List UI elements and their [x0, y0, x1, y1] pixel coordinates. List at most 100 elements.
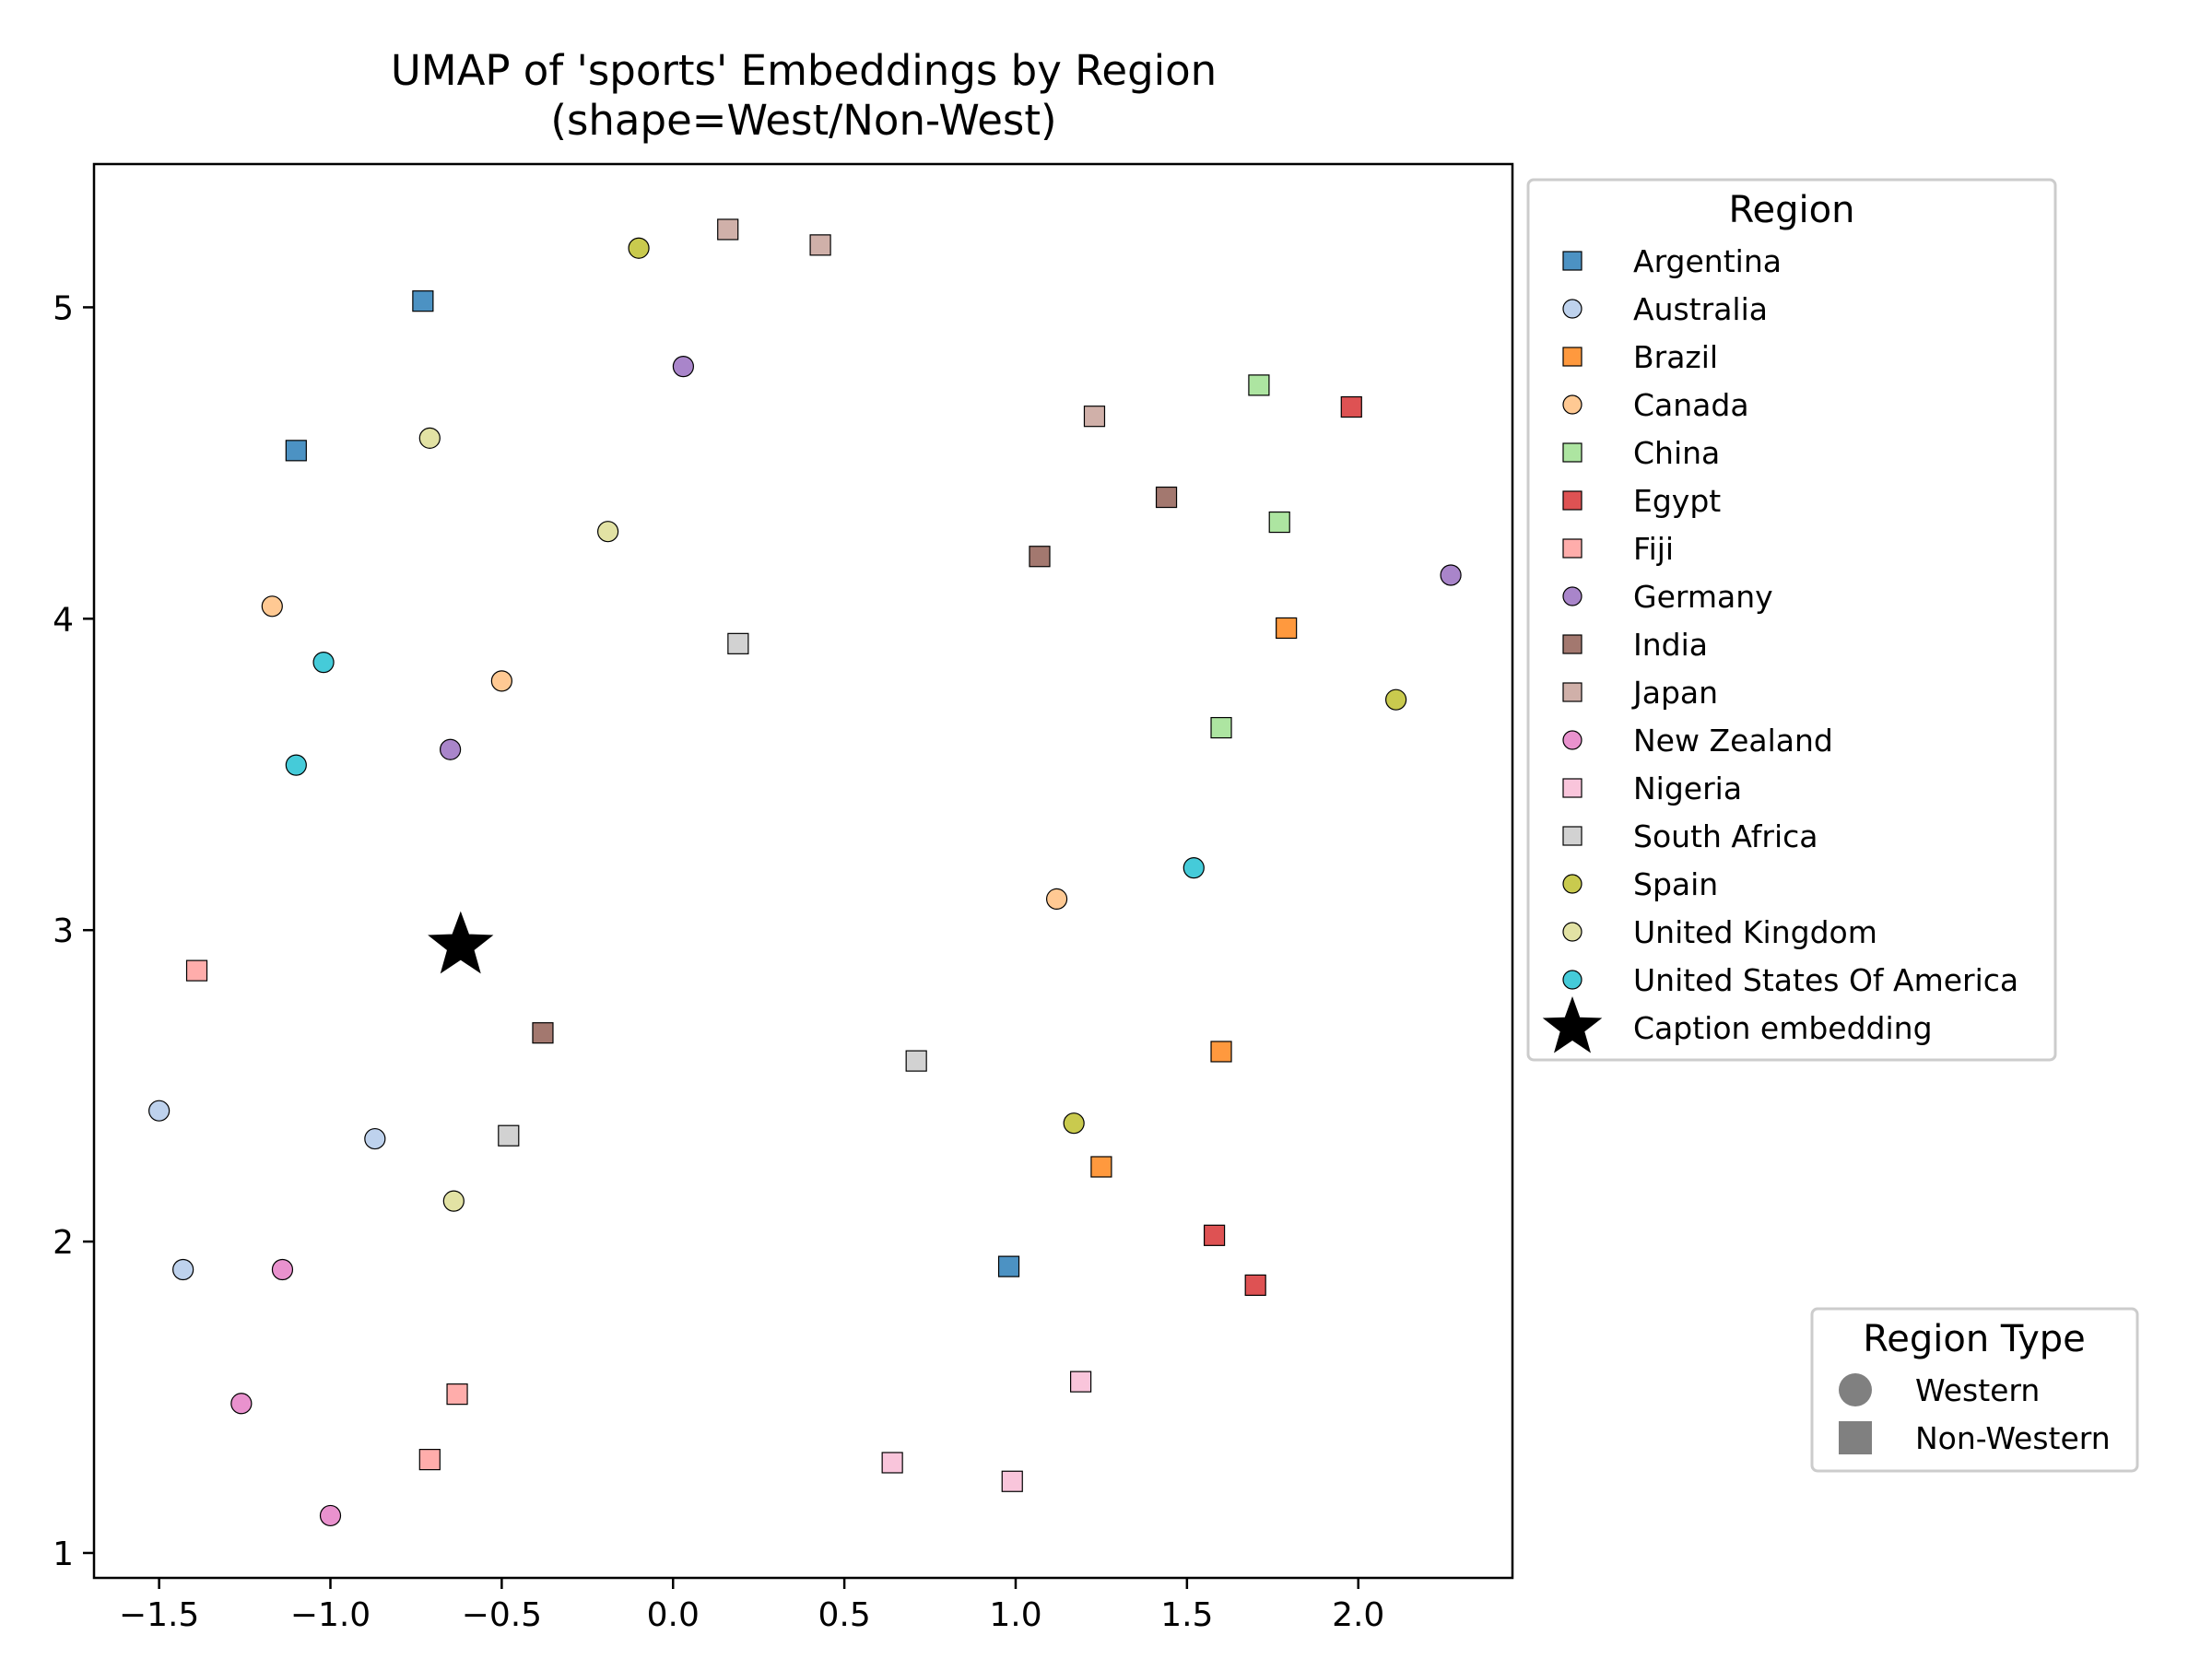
chart-title-group: UMAP of 'sports' Embeddings by Region (s… — [391, 46, 1217, 145]
point-argentina — [997, 1255, 1020, 1277]
region-type-legend-items: Western Non-Western — [1839, 1372, 2111, 1456]
legend-marker-united-kingdom — [1562, 922, 1583, 942]
point-united-kingdom — [597, 521, 619, 543]
point-india — [1029, 546, 1051, 568]
x-axis: −1.5 −1.0 −0.5 0.0 0.5 1.0 1.5 2.0 — [119, 1578, 1384, 1634]
point-nigeria — [1001, 1470, 1023, 1492]
legend-marker-canada — [1562, 394, 1583, 415]
type-legend-label-western: Western — [1915, 1372, 2040, 1408]
chart-title: UMAP of 'sports' Embeddings by Region — [391, 46, 1217, 95]
point-germany — [440, 738, 462, 760]
legend-marker-brazil — [1562, 347, 1583, 367]
legend-marker-australia — [1562, 299, 1583, 319]
legend-marker-egypt — [1562, 490, 1583, 511]
point-canada — [1045, 888, 1068, 911]
legend-marker-united-states-of-america — [1562, 970, 1583, 990]
point-united-states-of-america — [312, 652, 335, 674]
legend-marker-spain — [1562, 874, 1583, 894]
point-china — [1210, 716, 1232, 739]
point-india — [1155, 486, 1178, 509]
y-axis: 1 2 3 4 5 — [53, 289, 94, 1573]
point-new-zealand — [271, 1258, 294, 1281]
legend-label-japan: Japan — [1631, 675, 1718, 711]
x-tick-label: 0.0 — [647, 1596, 700, 1634]
legend-marker-japan — [1562, 682, 1583, 702]
legend-label-china: China — [1633, 435, 1720, 471]
legend-marker-india — [1562, 634, 1583, 654]
point-australia — [172, 1258, 194, 1281]
point-australia — [364, 1127, 386, 1150]
caption-embedding-star — [428, 911, 494, 974]
legend-label-fiji: Fiji — [1633, 531, 1674, 567]
axes-frame — [92, 162, 1514, 1580]
legend-label-brazil: Brazil — [1633, 339, 1718, 375]
point-brazil — [1090, 1156, 1112, 1178]
x-tick-label: −1.5 — [119, 1596, 199, 1634]
point-australia — [148, 1100, 171, 1122]
point-united-kingdom — [418, 427, 441, 449]
x-tick-label: 1.0 — [989, 1596, 1041, 1634]
point-japan — [809, 234, 831, 256]
point-china — [1268, 511, 1290, 534]
legend-label-india: India — [1633, 627, 1708, 663]
legend-label-germany: Germany — [1633, 579, 1773, 615]
region-legend-frame — [1526, 178, 2057, 1062]
point-fiji — [185, 959, 208, 982]
point-egypt — [1340, 395, 1362, 418]
legend-label-nigeria: Nigeria — [1633, 771, 1742, 806]
x-tick-label: −1.0 — [290, 1596, 371, 1634]
point-egypt — [1244, 1274, 1266, 1296]
region-type-legend-frame — [1810, 1307, 2139, 1473]
legend-marker-china — [1562, 442, 1583, 463]
point-germany — [672, 356, 694, 378]
region-legend-items: Argentina Australia Brazil Canada China Egypt… — [1542, 243, 2018, 1053]
point-south-africa — [498, 1124, 520, 1147]
point-south-africa — [727, 632, 749, 654]
region-type-legend: Region Type Western Non-Western — [1810, 1307, 2139, 1473]
plot-area — [92, 162, 1514, 1580]
type-legend-label-non-western: Non-Western — [1915, 1420, 2111, 1456]
point-spain — [1063, 1112, 1085, 1135]
type-legend-marker-non-western — [1839, 1421, 1872, 1454]
legend-label-united-states-of-america: United States Of America — [1633, 962, 2018, 998]
legend-label-egypt: Egypt — [1633, 483, 1721, 519]
point-japan — [1083, 406, 1106, 428]
point-fiji — [446, 1383, 468, 1406]
point-china — [1248, 374, 1270, 396]
point-south-africa — [905, 1050, 927, 1072]
data-points — [148, 218, 1462, 1527]
point-spain — [1385, 688, 1407, 711]
x-tick-label: 1.5 — [1160, 1596, 1213, 1634]
legend-label-south-africa: South Africa — [1633, 818, 1818, 854]
legend-marker-germany — [1562, 586, 1583, 606]
point-india — [532, 1022, 554, 1044]
x-tick-label: −0.5 — [462, 1596, 542, 1634]
legend-marker-argentina — [1562, 251, 1583, 271]
point-canada — [261, 595, 283, 618]
point-argentina — [285, 440, 307, 462]
point-fiji — [418, 1449, 441, 1471]
point-united-kingdom — [442, 1190, 465, 1212]
point-nigeria — [1070, 1371, 1092, 1393]
legend-label-argentina: Argentina — [1633, 243, 1782, 279]
y-tick-label: 4 — [53, 601, 74, 639]
point-canada — [490, 670, 512, 692]
legend-marker-new-zealand — [1562, 730, 1583, 750]
point-new-zealand — [230, 1393, 253, 1415]
point-brazil — [1210, 1041, 1232, 1063]
type-legend-marker-western — [1839, 1373, 1872, 1406]
region-legend: Region Argentina Australia Brazil Canada Chi… — [1526, 178, 2057, 1062]
point-japan — [717, 218, 739, 241]
y-tick-label: 1 — [53, 1535, 74, 1573]
point-spain — [628, 237, 650, 259]
point-new-zealand — [319, 1504, 342, 1527]
legend-marker-south-africa — [1562, 826, 1583, 846]
legend-marker-nigeria — [1562, 778, 1583, 798]
legend-label-australia: Australia — [1633, 291, 1768, 327]
legend-marker-caption-embedding — [1542, 996, 1603, 1053]
legend-label-canada: Canada — [1633, 387, 1749, 423]
point-germany — [1440, 564, 1462, 586]
point-nigeria — [881, 1452, 903, 1474]
y-tick-label: 2 — [53, 1224, 74, 1262]
